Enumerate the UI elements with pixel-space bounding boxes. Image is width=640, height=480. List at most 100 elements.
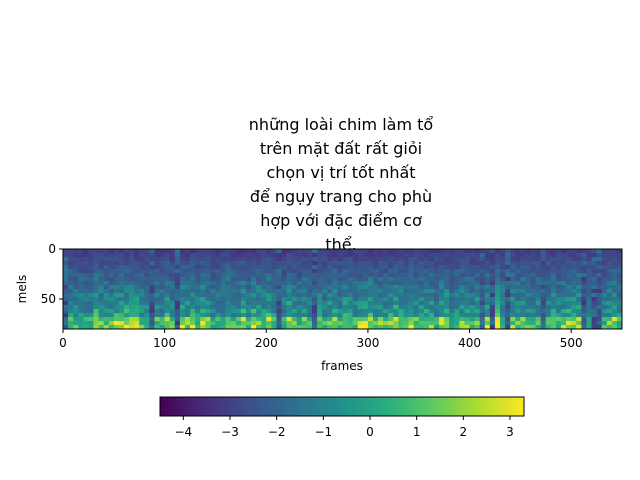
heatmap-cell bbox=[520, 253, 527, 258]
heatmap-cell bbox=[205, 253, 211, 258]
heatmap-cell bbox=[561, 309, 567, 314]
heatmap-cell bbox=[616, 277, 622, 282]
heatmap-cell bbox=[403, 293, 410, 298]
heatmap-cell bbox=[312, 253, 318, 258]
heatmap-cell bbox=[98, 301, 105, 306]
heatmap-cell bbox=[500, 321, 506, 326]
heatmap-cell bbox=[398, 265, 405, 270]
heatmap-cell bbox=[245, 293, 252, 298]
heatmap-cell bbox=[413, 289, 420, 294]
heatmap-cell bbox=[520, 301, 527, 306]
heatmap-cell bbox=[134, 253, 140, 258]
heatmap-cell bbox=[561, 265, 567, 270]
heatmap-cell bbox=[357, 261, 364, 266]
heatmap-cell bbox=[225, 317, 232, 322]
heatmap-cell bbox=[235, 281, 242, 286]
heatmap-cell bbox=[362, 301, 369, 306]
heatmap-cell bbox=[525, 257, 532, 262]
heatmap-cell bbox=[433, 313, 440, 318]
heatmap-cell bbox=[469, 321, 476, 326]
heatmap-cell bbox=[398, 293, 405, 298]
heatmap-cell bbox=[271, 321, 278, 326]
heatmap-cell bbox=[225, 285, 232, 290]
heatmap-cell bbox=[129, 281, 135, 286]
heatmap-cell bbox=[571, 305, 577, 310]
heatmap-cell bbox=[398, 325, 405, 329]
heatmap-cell bbox=[520, 257, 527, 262]
heatmap-cell bbox=[378, 321, 384, 326]
heatmap-cell bbox=[286, 257, 293, 262]
heatmap-cell bbox=[383, 273, 389, 278]
heatmap-cell bbox=[296, 261, 303, 266]
heatmap-cell bbox=[510, 297, 516, 302]
heatmap-cell bbox=[545, 305, 552, 310]
heatmap-cell bbox=[591, 269, 598, 274]
heatmap-cell bbox=[118, 261, 125, 266]
heatmap-cell bbox=[581, 317, 588, 322]
heatmap-cell bbox=[489, 285, 496, 290]
colorbar bbox=[159, 396, 525, 417]
heatmap-cell bbox=[479, 317, 486, 322]
heatmap-cell bbox=[530, 257, 537, 262]
heatmap-cell bbox=[418, 301, 425, 306]
heatmap-cell bbox=[251, 249, 257, 254]
heatmap-cell bbox=[515, 265, 521, 270]
heatmap-cell bbox=[184, 289, 191, 294]
heatmap-cell bbox=[555, 253, 562, 258]
heatmap-cell bbox=[454, 261, 460, 266]
heatmap-cell bbox=[286, 285, 293, 290]
heatmap-cell bbox=[383, 285, 389, 290]
heatmap-cell bbox=[205, 281, 211, 286]
heatmap-cell bbox=[230, 293, 237, 298]
heatmap-cell bbox=[240, 293, 247, 298]
y-tick-label: 50 bbox=[41, 292, 56, 306]
heatmap-cell bbox=[98, 277, 105, 282]
heatmap-cell bbox=[306, 301, 313, 306]
heatmap-cell bbox=[403, 261, 410, 266]
heatmap-cell bbox=[357, 321, 364, 326]
heatmap-cell bbox=[174, 277, 181, 282]
heatmap-cell bbox=[144, 309, 150, 314]
heatmap-cell bbox=[144, 313, 150, 318]
heatmap-cell bbox=[123, 273, 130, 278]
heatmap-cell bbox=[296, 269, 303, 274]
heatmap-cell bbox=[123, 305, 130, 310]
heatmap-cell bbox=[383, 257, 389, 262]
heatmap-cell bbox=[449, 321, 455, 326]
heatmap-cell bbox=[240, 301, 247, 306]
heatmap-cell bbox=[433, 269, 440, 274]
heatmap-cell bbox=[291, 261, 298, 266]
heatmap-cell bbox=[83, 293, 90, 298]
heatmap-cell bbox=[317, 321, 323, 326]
heatmap-cell bbox=[515, 309, 521, 314]
heatmap-cell bbox=[88, 273, 95, 278]
heatmap-cell bbox=[317, 325, 323, 329]
heatmap-cell bbox=[611, 253, 618, 258]
heatmap-cell bbox=[469, 297, 476, 302]
heatmap-cell bbox=[362, 313, 369, 318]
heatmap-cell bbox=[372, 297, 379, 302]
heatmap-cell bbox=[327, 249, 333, 254]
heatmap-cell bbox=[362, 297, 369, 302]
heatmap-cell bbox=[73, 301, 79, 306]
heatmap-cell bbox=[159, 321, 166, 326]
heatmap-cell bbox=[118, 293, 125, 298]
heatmap-cell bbox=[301, 321, 308, 326]
heatmap-cell bbox=[378, 297, 384, 302]
heatmap-cell bbox=[398, 249, 405, 254]
heatmap-cell bbox=[169, 289, 176, 294]
heatmap-cell bbox=[73, 325, 79, 329]
heatmap-cell bbox=[190, 305, 196, 310]
heatmap-cell bbox=[164, 317, 171, 322]
heatmap-cell bbox=[418, 281, 425, 286]
heatmap-cell bbox=[332, 317, 339, 322]
heatmap-cell bbox=[291, 273, 298, 278]
heatmap-cell bbox=[606, 325, 613, 329]
heatmap-cell bbox=[545, 301, 552, 306]
heatmap-cell bbox=[190, 325, 196, 329]
heatmap-cell bbox=[159, 253, 166, 258]
heatmap-cell bbox=[352, 269, 359, 274]
heatmap-cell bbox=[271, 313, 278, 318]
heatmap-cell bbox=[378, 269, 384, 274]
heatmap-cell bbox=[266, 321, 272, 326]
